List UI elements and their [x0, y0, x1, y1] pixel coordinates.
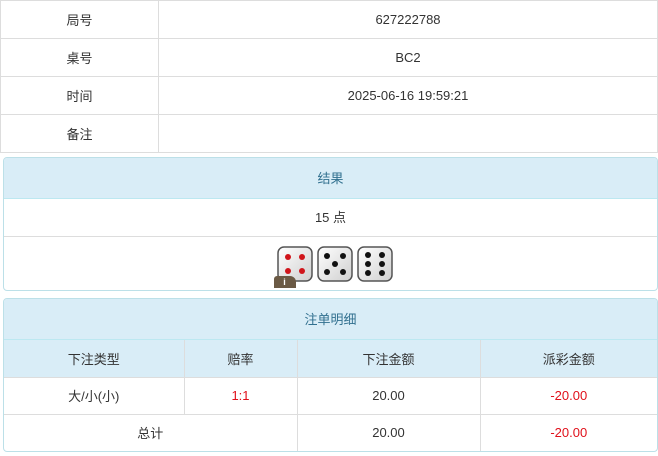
label: 局号 — [0, 0, 159, 39]
label: 备注 — [0, 114, 159, 153]
info-badge[interactable]: i — [273, 276, 296, 288]
value — [158, 114, 658, 153]
value: 2025-06-16 19:59:21 — [158, 76, 658, 115]
round-info-table: 局号 627222788 桌号 BC2 时间 2025-06-16 19:59:21 … — [0, 0, 658, 153]
bet-detail-title: 注单明细 — [4, 299, 657, 340]
info-row-round: 局号 627222788 — [0, 0, 658, 39]
die-5-icon — [316, 246, 353, 282]
header-bet-amount: 下注金额 — [296, 340, 481, 378]
result-title: 结果 — [4, 158, 657, 199]
payout: -20.00 — [479, 376, 657, 415]
odds: 1:1 — [183, 376, 298, 415]
value: BC2 — [158, 38, 658, 77]
die-4-icon: i — [273, 246, 313, 288]
die-6-icon — [356, 246, 393, 282]
bet-amount: 20.00 — [296, 376, 481, 415]
bet-type: 大/小(小) — [4, 376, 185, 415]
dice-row: i — [4, 237, 657, 290]
bet-header-row: 下注类型 赔率 下注金额 派彩金额 — [4, 340, 657, 378]
header-bet-type: 下注类型 — [4, 340, 185, 378]
total-label: 总计 — [4, 413, 298, 451]
info-row-table: 桌号 BC2 — [0, 38, 658, 77]
label: 桌号 — [0, 38, 159, 77]
bet-table: 下注类型 赔率 下注金额 派彩金额 大/小(小) 1:1 20.00 -20.0… — [4, 340, 657, 451]
header-odds: 赔率 — [183, 340, 298, 378]
total-payout: -20.00 — [479, 413, 657, 451]
info-row-remark: 备注 — [0, 114, 658, 153]
header-payout: 派彩金额 — [479, 340, 657, 378]
table-row: 大/小(小) 1:1 20.00 -20.00 — [4, 376, 657, 415]
label: 时间 — [0, 76, 159, 115]
bet-detail-panel: 注单明细 下注类型 赔率 下注金额 派彩金额 大/小(小) 1:1 20.00 … — [3, 298, 658, 452]
result-points: 15 点 — [4, 199, 657, 237]
info-row-time: 时间 2025-06-16 19:59:21 — [0, 76, 658, 115]
total-amount: 20.00 — [296, 413, 481, 451]
value: 627222788 — [158, 0, 658, 39]
result-panel: 结果 15 点 i — [3, 157, 658, 291]
total-row: 总计 20.00 -20.00 — [4, 413, 657, 451]
